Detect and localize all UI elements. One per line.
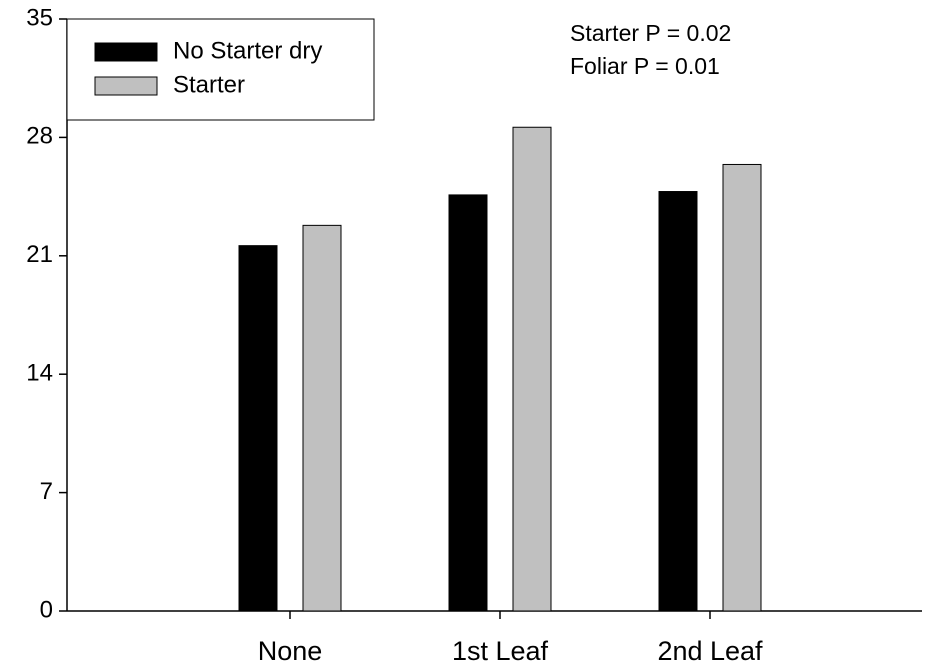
- x-tick-label: 2nd Leaf: [657, 636, 763, 666]
- bar: [658, 191, 698, 612]
- y-tick-label: 21: [26, 241, 53, 268]
- x-tick-label: None: [258, 636, 323, 666]
- bar: [238, 245, 278, 612]
- legend-label: Starter: [173, 71, 245, 98]
- y-tick-label: 14: [26, 360, 53, 387]
- bar: [722, 163, 762, 612]
- y-tick-label: 0: [40, 596, 53, 623]
- legend-swatch: [94, 42, 158, 62]
- y-tick-label: 7: [40, 478, 53, 505]
- bar: [448, 194, 488, 612]
- y-tick-label: 28: [26, 123, 53, 150]
- bar: [512, 126, 552, 612]
- annotation: Foliar P = 0.01: [570, 53, 720, 79]
- bar: [302, 224, 342, 612]
- x-tick-label: 1st Leaf: [452, 636, 549, 666]
- annotation: Starter P = 0.02: [570, 20, 731, 46]
- y-tick-label: 35: [26, 4, 53, 31]
- legend-box: [66, 18, 375, 121]
- legend-swatch: [94, 76, 158, 96]
- legend-label: No Starter dry: [173, 37, 322, 64]
